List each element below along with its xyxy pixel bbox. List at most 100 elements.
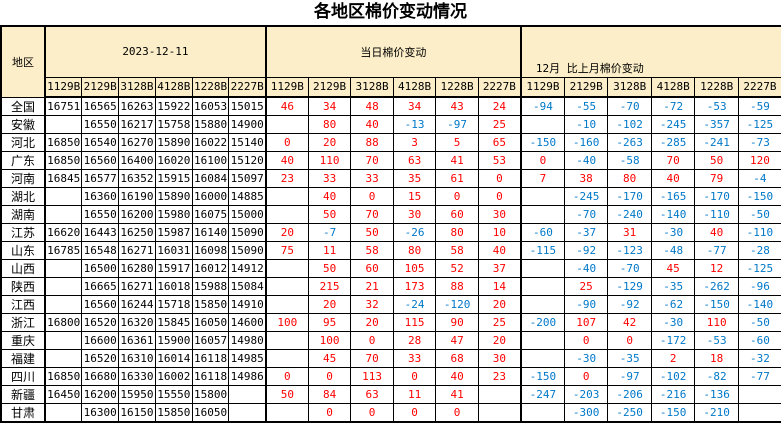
price-cell: 16022 (191, 132, 230, 152)
daily-change-cell: 28 (392, 330, 437, 350)
monthly-change-cell: -28 (737, 240, 781, 260)
table-row: 湖南 16550 16200 15980 16075 15000 50 70 30 60 30 -70… (0, 204, 781, 224)
monthly-change-cell: -40 (563, 258, 609, 278)
price-cell: 16550 (81, 114, 120, 134)
table-header: 地区 2023-12-11 当日棉价变动 12月 比上月棉价变动 1129B 21… (0, 25, 781, 98)
daily-change-cell: 105 (392, 258, 437, 278)
price-cell: 16400 (118, 150, 156, 170)
grade-header: 1129B (44, 76, 83, 98)
grade-header: 4128B (392, 76, 437, 98)
monthly-change-cell: -10 (563, 114, 609, 134)
monthly-change-cell: -262 (694, 276, 739, 296)
grade-header: 1228B (191, 76, 230, 98)
monthly-change-cell: -82 (694, 366, 739, 386)
region-cell: 江西 (0, 294, 46, 314)
price-cell: 15890 (154, 132, 193, 152)
monthly-change-cell: -70 (607, 258, 652, 278)
monthly-change-cell: 25 (563, 276, 609, 296)
region-cell: 新疆 (0, 384, 46, 404)
daily-change-cell: 23 (477, 366, 522, 386)
price-cell: 16140 (191, 222, 230, 242)
price-cell (44, 258, 83, 278)
daily-change-cell: 100 (264, 312, 309, 332)
daily-change-cell: 50 (307, 258, 352, 278)
monthly-change-cell: -55 (563, 96, 609, 116)
section-header-date: 2023-12-11 (44, 25, 267, 78)
monthly-change-cell: -50 (737, 204, 781, 224)
daily-change-cell: 63 (350, 384, 394, 404)
price-cell: 16520 (81, 348, 120, 368)
price-cell: 16118 (191, 348, 230, 368)
daily-change-cell: 30 (392, 204, 437, 224)
daily-change-cell: 75 (264, 240, 309, 260)
table-row: 江苏 16620 16443 16250 15987 16140 15090 20 -7 50 -2… (0, 222, 781, 242)
daily-change-cell: 20 (307, 294, 352, 314)
monthly-change-cell: -300 (563, 402, 609, 422)
price-cell: 15800 (191, 384, 230, 404)
price-cell (44, 348, 83, 368)
price-cell: 16075 (191, 204, 230, 224)
monthly-change-cell: 31 (607, 222, 652, 242)
daily-change-cell: 5 (435, 132, 479, 152)
monthly-change-cell: -170 (607, 186, 652, 206)
monthly-change-cell: 12 (694, 258, 739, 278)
daily-change-cell: 43 (435, 96, 479, 116)
region-cell: 福建 (0, 348, 46, 368)
price-cell (44, 186, 83, 206)
region-column-header: 地区 (0, 25, 46, 98)
monthly-change-cell: 40 (650, 168, 696, 188)
daily-change-cell: 110 (307, 150, 352, 170)
daily-change-cell: -26 (392, 222, 437, 242)
daily-change-cell: 95 (307, 312, 352, 332)
monthly-change-cell: 50 (694, 150, 739, 170)
monthly-change-cell: 110 (694, 312, 739, 332)
price-cell: 16031 (154, 240, 193, 260)
daily-change-cell: 30 (477, 348, 522, 368)
daily-change-cell: 33 (350, 168, 394, 188)
price-cell: 16352 (118, 168, 156, 188)
grade-header: 3128B (118, 76, 156, 98)
monthly-change-cell: -4 (737, 168, 781, 188)
monthly-change-cell: -285 (650, 132, 696, 152)
daily-change-cell: 15 (392, 186, 437, 206)
region-cell: 陕西 (0, 276, 46, 296)
daily-change-cell (264, 258, 309, 278)
daily-change-cell: 0 (264, 132, 309, 152)
region-cell: 河南 (0, 168, 46, 188)
daily-change-cell: 25 (477, 114, 522, 134)
monthly-change-cell: -59 (737, 96, 781, 116)
monthly-change-cell: 0 (607, 330, 652, 350)
monthly-change-cell: 40 (694, 222, 739, 242)
price-cell: 15845 (154, 312, 193, 332)
monthly-change-cell: -48 (650, 240, 696, 260)
table-row: 浙江 16800 16520 16320 15845 16050 14600 100 95 20 1… (0, 312, 781, 332)
monthly-change-cell: -216 (650, 384, 696, 404)
price-cell (44, 402, 83, 422)
region-cell: 浙江 (0, 312, 46, 332)
price-cell: 16620 (44, 222, 83, 242)
region-cell: 湖北 (0, 186, 46, 206)
monthly-change-cell (519, 348, 565, 368)
daily-change-cell: 0 (350, 330, 394, 350)
price-cell (228, 402, 267, 422)
price-cell: 16577 (81, 168, 120, 188)
section-header-monthly-change: 12月 比上月棉价变动 (519, 25, 781, 78)
monthly-change-cell: -97 (607, 366, 652, 386)
price-cell: 16098 (191, 240, 230, 260)
price-cell (44, 114, 83, 134)
daily-change-cell (264, 294, 309, 314)
monthly-change-cell: -40 (563, 150, 609, 170)
daily-change-cell: 41 (435, 150, 479, 170)
price-cell: 16002 (154, 366, 193, 386)
monthly-change-cell: -165 (650, 186, 696, 206)
daily-change-cell: 0 (350, 186, 394, 206)
monthly-change-cell: -125 (737, 258, 781, 278)
price-cell: 14980 (228, 330, 267, 350)
table-row: 河北 16850 16540 16270 15890 16022 15140 0 20 88 3 5 6… (0, 132, 781, 152)
daily-change-cell: 60 (435, 204, 479, 224)
daily-change-cell: 23 (264, 168, 309, 188)
monthly-change-cell: -150 (694, 294, 739, 314)
price-cell: 16057 (191, 330, 230, 350)
price-cell: 16300 (81, 402, 120, 422)
daily-change-cell: 11 (307, 240, 352, 260)
